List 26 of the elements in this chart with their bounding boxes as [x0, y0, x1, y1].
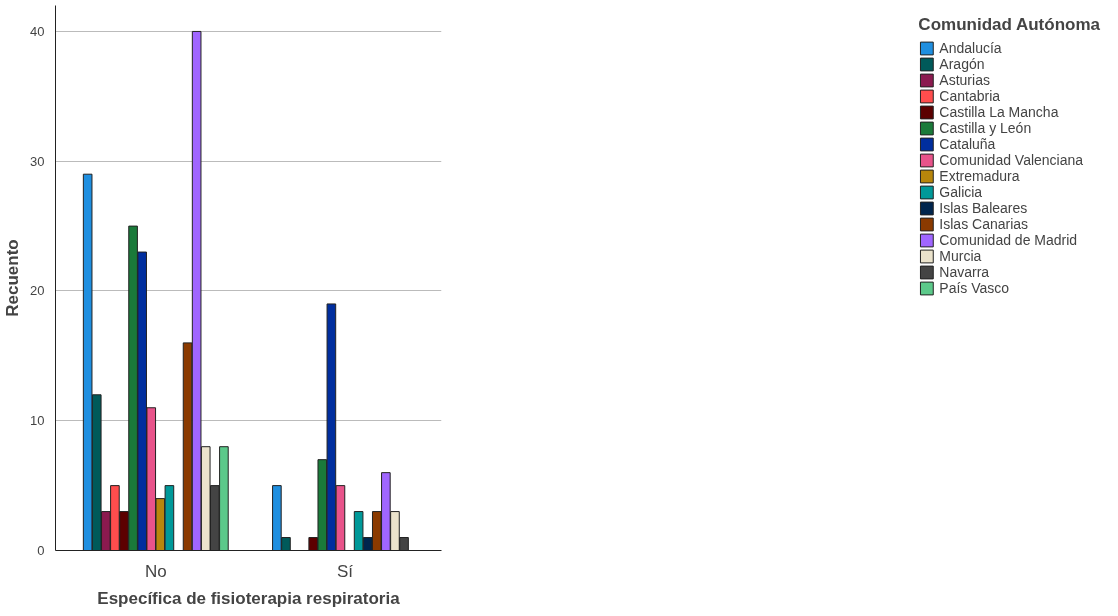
x-axis-title: Específica de fisioterapia respiratoria: [97, 588, 401, 608]
legend-label: Castilla La Mancha: [939, 104, 1059, 120]
legend-label: País Vasco: [939, 280, 1010, 296]
legend-label: Islas Canarias: [939, 216, 1029, 232]
legend-label: Andalucía: [939, 40, 1002, 56]
x-tick-label: No: [144, 561, 167, 581]
legend-label: Asturias: [939, 72, 990, 88]
legend-label: Islas Baleares: [939, 200, 1028, 216]
legend-label: Aragón: [939, 56, 985, 72]
legend-label: Castilla y León: [939, 120, 1032, 136]
legend-label: Galicia: [939, 184, 983, 200]
legend-title: Comunidad Autónoma: [918, 15, 1100, 35]
legend-label: Cataluña: [939, 136, 996, 152]
legend-label: Murcia: [939, 248, 982, 264]
y-axis-title: Recuento: [3, 239, 23, 317]
y-tick-label: 30: [30, 153, 45, 169]
legend-label: Cantabria: [939, 88, 1001, 104]
y-tick-label: 0: [37, 543, 45, 558]
y-tick-label: 10: [30, 413, 45, 429]
legend-label: Comunidad Valenciana: [939, 152, 1084, 168]
y-tick-label: 20: [30, 283, 45, 299]
legend-label: Extremadura: [939, 168, 1020, 184]
x-tick-label: Sí: [336, 561, 354, 581]
y-tick-label: 40: [30, 23, 45, 39]
legend-label: Navarra: [939, 264, 990, 280]
legend-label: Comunidad de Madrid: [939, 232, 1078, 248]
